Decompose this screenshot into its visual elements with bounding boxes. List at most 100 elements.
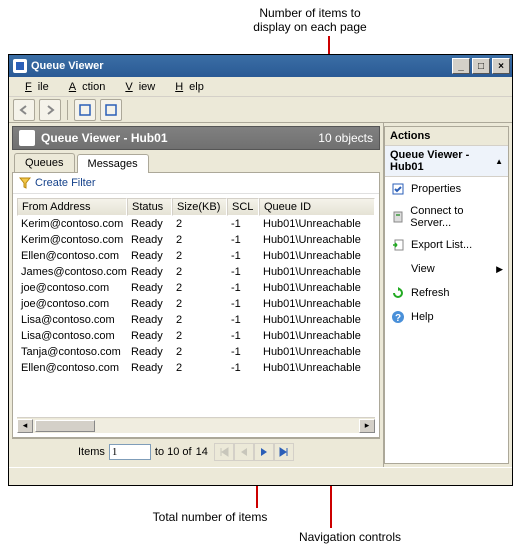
table-row[interactable]: Ellen@contoso.comReady2-1Hub01\Unreachab… — [17, 360, 375, 376]
action-label: View — [411, 263, 435, 275]
action-label: Connect to Server... — [410, 205, 503, 229]
col-status[interactable]: Status — [127, 198, 172, 216]
items-label: Items — [78, 446, 105, 458]
action-label: Export List... — [411, 239, 472, 251]
cell-qid: Hub01\Unreachable — [259, 297, 375, 311]
close-button[interactable]: × — [492, 58, 510, 74]
cell-status: Ready — [127, 345, 172, 359]
scroll-thumb[interactable] — [35, 420, 95, 432]
cell-qid: Hub01\Unreachable — [259, 313, 375, 327]
cell-scl: -1 — [227, 297, 259, 311]
cell-from: joe@contoso.com — [17, 297, 127, 311]
refresh-icon — [390, 285, 406, 301]
app-window: Queue Viewer _ □ × File Action View Help… — [8, 54, 513, 486]
cell-qid: Hub01\Unreachable — [259, 233, 375, 247]
actions-subheader[interactable]: Queue Viewer - Hub01 ▲ — [385, 146, 508, 177]
cell-from: James@contoso.com — [17, 265, 127, 279]
action-refresh[interactable]: Refresh — [385, 281, 508, 305]
table-row[interactable]: joe@contoso.comReady2-1Hub01\Unreachable — [17, 280, 375, 296]
cell-size: 2 — [172, 233, 227, 247]
filter-label: Create Filter — [35, 177, 96, 189]
cell-size: 2 — [172, 265, 227, 279]
forward-button[interactable] — [39, 99, 61, 121]
cell-status: Ready — [127, 361, 172, 375]
minimize-button[interactable]: _ — [452, 58, 470, 74]
cell-from: Kerim@contoso.com — [17, 217, 127, 231]
action-help[interactable]: ? Help — [385, 305, 508, 329]
col-qid[interactable]: Queue ID — [259, 198, 375, 216]
page-from-input[interactable] — [109, 444, 151, 460]
cell-status: Ready — [127, 313, 172, 327]
help-toolbar-button[interactable] — [100, 99, 122, 121]
col-scl[interactable]: SCL — [227, 198, 259, 216]
window-title: Queue Viewer — [31, 60, 104, 72]
table-row[interactable]: Lisa@contoso.comReady2-1Hub01\Unreachabl… — [17, 328, 375, 344]
tab-messages[interactable]: Messages — [77, 154, 149, 173]
cell-from: joe@contoso.com — [17, 281, 127, 295]
scroll-left-button[interactable]: ◂ — [17, 419, 33, 433]
cell-qid: Hub01\Unreachable — [259, 345, 375, 359]
table-row[interactable]: joe@contoso.comReady2-1Hub01\Unreachable — [17, 296, 375, 312]
callout-total: Total number of items — [120, 510, 300, 524]
cell-from: Kerim@contoso.com — [17, 233, 127, 247]
action-export[interactable]: Export List... — [385, 233, 508, 257]
action-label: Refresh — [411, 287, 450, 299]
menu-action[interactable]: Action — [57, 79, 112, 95]
refresh-toolbar-button[interactable] — [74, 99, 96, 121]
table-row[interactable]: Kerim@contoso.comReady2-1Hub01\Unreachab… — [17, 216, 375, 232]
svg-text:?: ? — [395, 313, 401, 324]
cell-from: Ellen@contoso.com — [17, 361, 127, 375]
table-row[interactable]: Tanja@contoso.comReady2-1Hub01\Unreachab… — [17, 344, 375, 360]
cell-status: Ready — [127, 217, 172, 231]
cell-size: 2 — [172, 361, 227, 375]
cell-size: 2 — [172, 249, 227, 263]
next-page-button[interactable] — [254, 443, 274, 461]
maximize-button[interactable]: □ — [472, 58, 490, 74]
tab-queues[interactable]: Queues — [14, 153, 75, 172]
actions-header: Actions — [385, 127, 508, 146]
table-row[interactable]: Ellen@contoso.comReady2-1Hub01\Unreachab… — [17, 248, 375, 264]
cell-qid: Hub01\Unreachable — [259, 217, 375, 231]
app-icon — [13, 59, 27, 73]
pane-title: Queue Viewer - Hub01 — [41, 131, 168, 145]
cell-from: Lisa@contoso.com — [17, 313, 127, 327]
col-size[interactable]: Size(KB) — [172, 198, 227, 216]
table-row[interactable]: Kerim@contoso.comReady2-1Hub01\Unreachab… — [17, 232, 375, 248]
main-pane: Queue Viewer - Hub01 10 objects Queues M… — [9, 123, 384, 467]
total-items: 14 — [196, 446, 208, 458]
menu-view[interactable]: View — [113, 79, 161, 95]
cell-size: 2 — [172, 313, 227, 327]
menu-help[interactable]: Help — [163, 79, 210, 95]
cell-scl: -1 — [227, 217, 259, 231]
cell-scl: -1 — [227, 361, 259, 375]
cell-qid: Hub01\Unreachable — [259, 265, 375, 279]
toolbar — [9, 97, 512, 123]
cell-scl: -1 — [227, 233, 259, 247]
table-row[interactable]: Lisa@contoso.comReady2-1Hub01\Unreachabl… — [17, 312, 375, 328]
cell-size: 2 — [172, 297, 227, 311]
first-page-button[interactable] — [214, 443, 234, 461]
back-button[interactable] — [13, 99, 35, 121]
horizontal-scrollbar[interactable]: ◂ ▸ — [17, 417, 375, 433]
menu-file[interactable]: File — [13, 79, 55, 95]
prev-page-button[interactable] — [234, 443, 254, 461]
action-label: Properties — [411, 183, 461, 195]
cell-from: Tanja@contoso.com — [17, 345, 127, 359]
queue-icon — [19, 130, 35, 146]
col-from[interactable]: From Address — [17, 198, 127, 216]
action-properties[interactable]: Properties — [385, 177, 508, 201]
cell-status: Ready — [127, 297, 172, 311]
properties-icon — [390, 181, 406, 197]
cell-qid: Hub01\Unreachable — [259, 281, 375, 295]
last-page-button[interactable] — [274, 443, 294, 461]
message-grid: From Address Status Size(KB) SCL Queue I… — [17, 198, 375, 433]
cell-size: 2 — [172, 217, 227, 231]
cell-scl: -1 — [227, 265, 259, 279]
action-connect[interactable]: Connect to Server... — [385, 201, 508, 233]
action-view[interactable]: View ▶ — [385, 257, 508, 281]
create-filter[interactable]: Create Filter — [13, 173, 379, 194]
cell-from: Ellen@contoso.com — [17, 249, 127, 263]
table-row[interactable]: James@contoso.comReady2-1Hub01\Unreachab… — [17, 264, 375, 280]
cell-scl: -1 — [227, 329, 259, 343]
scroll-right-button[interactable]: ▸ — [359, 419, 375, 433]
